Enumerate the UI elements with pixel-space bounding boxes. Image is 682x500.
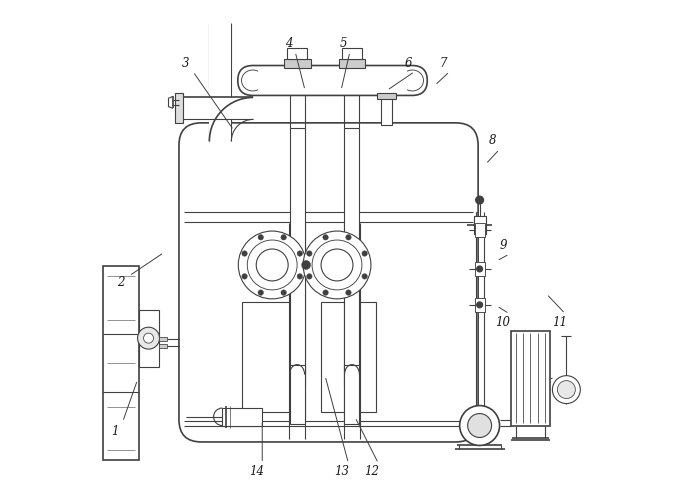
Circle shape (297, 274, 303, 279)
Text: 6: 6 (404, 56, 412, 70)
Bar (284, 59, 310, 68)
Circle shape (321, 249, 353, 281)
Text: 2: 2 (117, 276, 124, 289)
Text: 13: 13 (334, 466, 349, 478)
Bar (511, 331, 550, 426)
Bar (344, 128, 359, 384)
Bar (290, 128, 305, 384)
Circle shape (297, 251, 303, 256)
Circle shape (477, 302, 483, 308)
Circle shape (346, 234, 351, 240)
Bar (103, 266, 138, 460)
Bar (242, 302, 297, 412)
Bar (158, 344, 168, 348)
Circle shape (475, 196, 484, 204)
Circle shape (312, 240, 362, 290)
Bar (475, 298, 485, 312)
Bar (377, 94, 396, 100)
Circle shape (281, 290, 286, 296)
Bar (475, 223, 485, 237)
Circle shape (248, 240, 297, 290)
Bar (342, 48, 362, 59)
Circle shape (281, 234, 286, 240)
Text: 1: 1 (111, 426, 119, 438)
Bar (290, 364, 305, 424)
Circle shape (362, 274, 368, 279)
Circle shape (477, 266, 483, 272)
Circle shape (258, 234, 263, 240)
Bar (209, 23, 231, 142)
Text: 5: 5 (340, 36, 347, 50)
FancyBboxPatch shape (179, 123, 478, 442)
Text: 3: 3 (181, 56, 189, 70)
Circle shape (362, 251, 368, 256)
Circle shape (256, 249, 288, 281)
Circle shape (460, 406, 499, 446)
Text: 14: 14 (249, 466, 264, 478)
Text: 11: 11 (552, 316, 567, 329)
Circle shape (138, 327, 160, 349)
Bar (287, 48, 307, 59)
Bar (175, 94, 183, 124)
Circle shape (242, 251, 248, 256)
Bar (222, 408, 262, 426)
Bar (344, 364, 359, 424)
Text: 9: 9 (499, 238, 507, 252)
Text: 8: 8 (489, 134, 496, 147)
Circle shape (242, 274, 248, 279)
Bar (475, 262, 485, 276)
Bar (158, 337, 168, 341)
Bar (179, 98, 253, 120)
Text: 10: 10 (496, 316, 511, 329)
Bar (473, 216, 486, 234)
Text: 4: 4 (285, 36, 293, 50)
Circle shape (323, 290, 328, 296)
Bar (381, 96, 392, 126)
Circle shape (143, 333, 153, 343)
Text: 12: 12 (364, 466, 379, 478)
Circle shape (323, 234, 328, 240)
Circle shape (346, 290, 351, 296)
Bar (321, 302, 376, 412)
Circle shape (552, 376, 580, 404)
Circle shape (468, 414, 492, 438)
FancyBboxPatch shape (238, 66, 427, 96)
Bar (338, 59, 366, 68)
Circle shape (301, 260, 310, 270)
Circle shape (238, 231, 306, 299)
Circle shape (258, 290, 263, 296)
Circle shape (307, 251, 312, 256)
Bar (138, 310, 158, 367)
Circle shape (303, 231, 371, 299)
Circle shape (307, 274, 312, 279)
Circle shape (557, 380, 576, 398)
Text: 7: 7 (439, 56, 447, 70)
